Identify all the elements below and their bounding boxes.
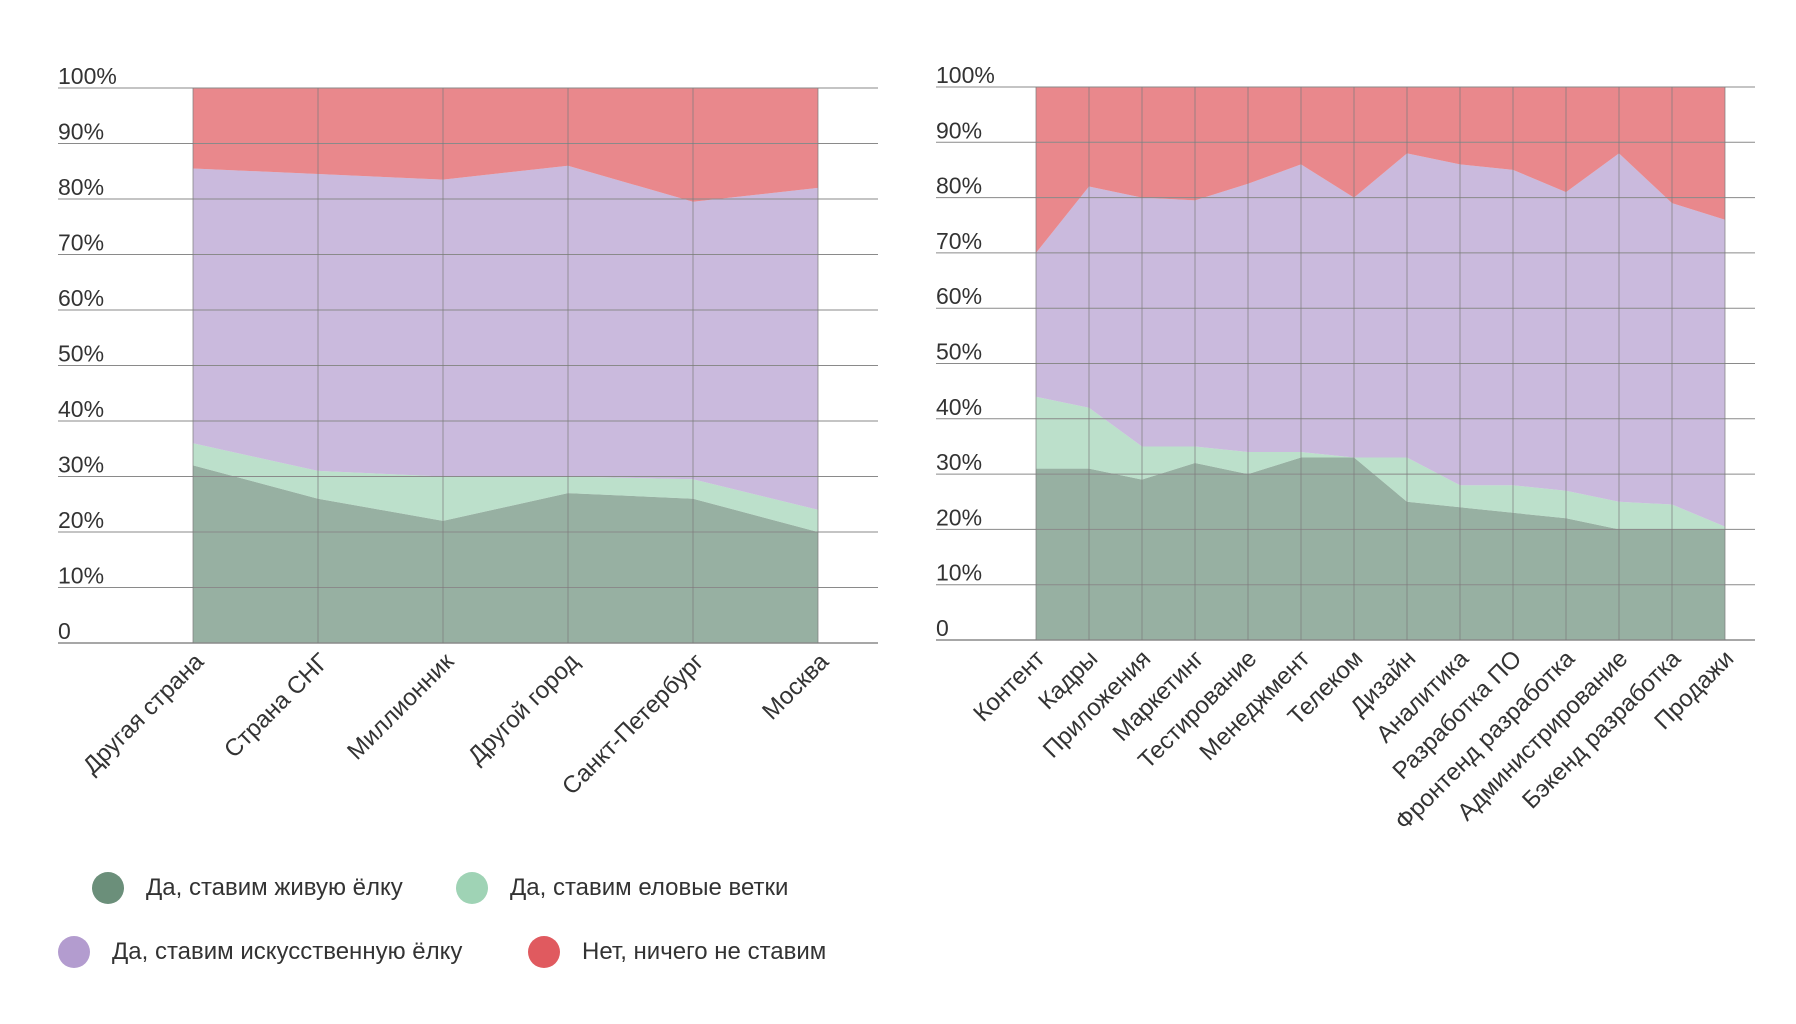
area-live-tree <box>1036 457 1725 640</box>
area-branches <box>193 443 818 532</box>
legend-item-live-tree: Да, ставим живую ёлку <box>92 872 403 904</box>
area-nothing <box>1036 87 1725 253</box>
y-tick-label: 70% <box>58 230 104 256</box>
y-tick-label: 80% <box>58 174 104 200</box>
x-category-label: Другой город <box>463 648 584 769</box>
x-category-label: Москва <box>757 648 834 725</box>
y-tick-label: 80% <box>936 173 982 199</box>
legend-label-live-tree: Да, ставим живую ёлку <box>146 874 403 901</box>
area-branches <box>1036 396 1725 530</box>
y-tick-label: 30% <box>936 449 982 475</box>
x-category-label: Страна СНГ <box>219 648 334 763</box>
legend-label-nothing: Нет, ничего не ставим <box>582 938 827 965</box>
y-tick-label: 40% <box>58 396 104 422</box>
y-tick-label: 10% <box>58 563 104 589</box>
legend-item-nothing: Нет, ничего не ставим <box>528 936 826 968</box>
area-nothing <box>193 88 818 202</box>
y-tick-label: 100% <box>936 62 995 88</box>
y-tick-label: 0 <box>58 618 71 644</box>
y-tick-label: 60% <box>936 283 982 309</box>
y-tick-label: 50% <box>936 339 982 365</box>
y-tick-label: 30% <box>58 452 104 478</box>
y-tick-label: 40% <box>936 394 982 420</box>
x-category-label: Миллионник <box>342 648 459 765</box>
y-tick-label: 20% <box>58 507 104 533</box>
area-live-tree <box>193 465 818 643</box>
x-category-label: Другая страна <box>78 648 210 780</box>
legend-label-branches: Да, ставим еловые ветки <box>510 874 789 901</box>
x-category-label: Контент <box>968 645 1050 727</box>
legend-item-branches: Да, ставим еловые ветки <box>456 872 788 904</box>
nothing-swatch-icon <box>528 936 560 968</box>
legend-item-artificial: Да, ставим искусственную ёлку <box>58 936 462 968</box>
y-tick-label: 90% <box>936 117 982 143</box>
y-tick-label: 10% <box>936 560 982 586</box>
branches-swatch-icon <box>456 872 488 904</box>
legend-label-artificial: Да, ставим искусственную ёлку <box>112 938 463 965</box>
artificial-swatch-icon <box>58 936 90 968</box>
area-artificial <box>1036 153 1725 527</box>
area-artificial <box>193 165 818 510</box>
y-tick-label: 60% <box>58 285 104 311</box>
y-tick-label: 90% <box>58 119 104 145</box>
y-tick-label: 20% <box>936 504 982 530</box>
y-tick-label: 50% <box>58 341 104 367</box>
live-tree-swatch-icon <box>92 872 124 904</box>
chart-by-location: 0 10% 20% 30% 40% 50% 60% 70% 80% 90% 100% Другая с… <box>58 63 878 800</box>
chart-by-profession: 010%20%30%40%50%60%70%80%90%100%КонтентК… <box>936 62 1755 836</box>
y-tick-label: 70% <box>936 228 982 254</box>
y-tick-label: 0 <box>936 615 949 641</box>
y-tick-label: 100% <box>58 63 117 89</box>
